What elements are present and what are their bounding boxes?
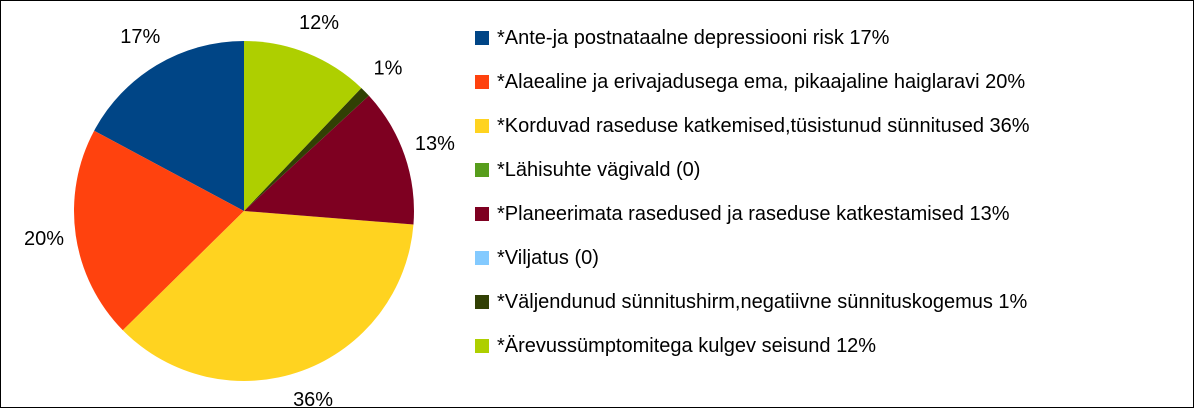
legend-item: *Väljendunud sünnitushirm,negatiivne sün… [475,289,1175,315]
data-label: 13% [415,133,455,155]
data-label: 20% [24,228,64,250]
legend-item: *Ärevussümptomitega kulgev seisund 12% [475,333,1175,359]
legend-swatch [475,251,489,265]
legend-item: *Alaealine ja erivajadusega ema, pikaaja… [475,69,1175,95]
pie-slice [244,95,414,225]
legend-swatch [475,339,489,353]
legend-label: *Viljatus (0) [497,247,599,269]
data-label: 36% [293,389,333,407]
legend-swatch [475,163,489,177]
legend-item: *Korduvad raseduse katkemised,tüsistunud… [475,113,1175,139]
legend-item: *Ante-ja postnataalne depressiooni risk … [475,25,1175,51]
legend-swatch [475,31,489,45]
legend-swatch [475,295,489,309]
pie-slice [122,211,414,381]
legend-label: *Planeerimata rasedused ja raseduse katk… [497,203,1010,225]
legend-label: *Väljendunud sünnitushirm,negatiivne sün… [497,291,1028,313]
legend-label: *Lähisuhte vägivald (0) [497,159,701,181]
legend-item: *Viljatus (0) [475,245,1175,271]
legend-swatch [475,119,489,133]
data-label: 12% [299,12,339,34]
legend-label: *Ärevussümptomitega kulgev seisund 12% [497,335,877,357]
pie-slice [244,41,362,211]
pie-slice [244,87,369,211]
data-label: 1% [374,58,403,80]
legend-label: *Alaealine ja erivajadusega ema, pikaaja… [497,71,1026,93]
pie-slice [74,130,244,331]
legend-item: *Planeerimata rasedused ja raseduse katk… [475,201,1175,227]
pie-slice [94,41,245,211]
legend-label: *Ante-ja postnataalne depressiooni risk … [497,27,890,49]
legend-item: *Lähisuhte vägivald (0) [475,157,1175,183]
legend: *Ante-ja postnataalne depressiooni risk … [475,25,1175,377]
legend-label: *Korduvad raseduse katkemised,tüsistunud… [497,115,1030,137]
legend-swatch [475,207,489,221]
legend-swatch [475,75,489,89]
data-label: 17% [120,26,160,48]
